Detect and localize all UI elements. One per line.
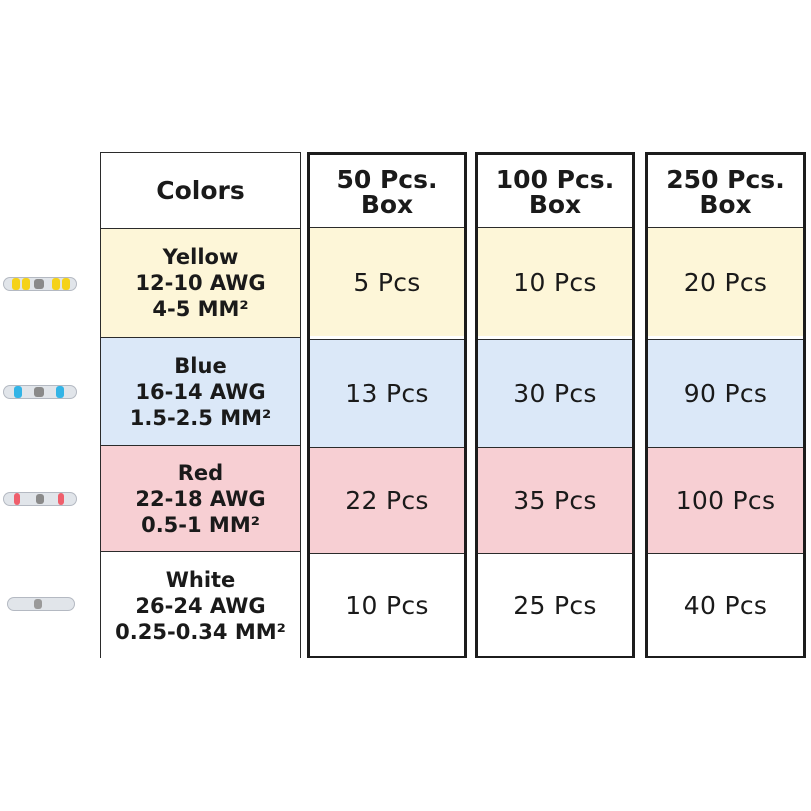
quantity: 5 Pcs [353, 267, 421, 297]
qty-cell: 100 Pcs [648, 447, 803, 553]
connector-band [14, 493, 20, 505]
box-header-cell: 50 Pcs. Box [310, 155, 464, 229]
color-name: Blue [174, 353, 227, 378]
color-name: Yellow [162, 245, 239, 269]
red-connector-icon [0, 491, 80, 507]
quantity: 40 Pcs [683, 590, 768, 620]
qty-cell: 40 Pcs [648, 553, 803, 656]
connector-solder [34, 599, 42, 609]
color-name: White [165, 567, 236, 592]
qty-cell: 10 Pcs [310, 553, 464, 656]
yellow-connector-icon [0, 276, 80, 292]
colors-column: Colors Yellow 12-10 AWG 4-5 MM² Blue 16-… [100, 152, 301, 659]
color-mm: 0.25-0.34 MM² [115, 619, 286, 644]
qty-cell: 35 Pcs [478, 447, 632, 553]
quantity: 100 Pcs [675, 486, 776, 515]
blue-connector-icon [0, 384, 80, 400]
colors-header: Colors [156, 176, 245, 205]
quantity: 10 Pcs [345, 590, 429, 620]
color-mm: 1.5-2.5 MM² [129, 405, 272, 430]
quantity: 22 Pcs [345, 486, 429, 515]
box-header-line2: Box [699, 190, 752, 219]
box-header-cell: 250 Pcs. Box [648, 155, 803, 229]
connector-band [14, 386, 22, 398]
qty-cell: 5 Pcs [310, 227, 464, 336]
box-header-cell: 100 Pcs. Box [478, 155, 632, 229]
qty-cell: 90 Pcs [648, 339, 803, 447]
color-cell-blue: Blue 16-14 AWG 1.5-2.5 MM² [101, 337, 300, 445]
quantity: 13 Pcs [345, 379, 429, 408]
box-column-250: 250 Pcs. Box 20 Pcs 90 Pcs 100 Pcs 40 Pc… [645, 152, 806, 658]
color-awg: 26-24 AWG [135, 593, 266, 618]
quantity: 35 Pcs [513, 486, 597, 515]
quantity: 30 Pcs [513, 379, 597, 408]
color-mm: 0.5-1 MM² [141, 512, 260, 537]
color-cell-red: Red 22-18 AWG 0.5-1 MM² [101, 445, 300, 551]
box-header-line2: Box [528, 190, 582, 219]
quantity: 25 Pcs [513, 590, 597, 620]
qty-cell: 30 Pcs [478, 339, 632, 447]
qty-cell: 10 Pcs [478, 227, 632, 336]
quantity: 10 Pcs [513, 267, 597, 297]
qty-cell: 20 Pcs [648, 227, 803, 336]
box-column-50: 50 Pcs. Box 5 Pcs 13 Pcs 22 Pcs 10 Pcs [307, 152, 467, 658]
connector-band [58, 493, 64, 505]
color-awg: 12-10 AWG [135, 271, 266, 295]
connector-solder [34, 279, 44, 289]
box-header-line1: 100 Pcs. [495, 165, 615, 194]
color-awg: 16-14 AWG [135, 379, 266, 404]
qty-cell: 22 Pcs [310, 447, 464, 553]
box-header-line1: 50 Pcs. [336, 165, 438, 194]
connector-band [56, 386, 64, 398]
white-connector-icon [4, 596, 84, 612]
qty-cell: 13 Pcs [310, 339, 464, 447]
colors-header-cell: Colors [101, 153, 300, 228]
quantity: 90 Pcs [683, 379, 768, 408]
qty-cell: 25 Pcs [478, 553, 632, 656]
connector-band [12, 278, 20, 290]
color-cell-white: White 26-24 AWG 0.25-0.34 MM² [101, 551, 300, 659]
connector-band [52, 278, 60, 290]
quantity: 20 Pcs [683, 267, 768, 297]
color-awg: 22-18 AWG [135, 486, 266, 511]
connector-band [22, 278, 30, 290]
box-column-100: 100 Pcs. Box 10 Pcs 30 Pcs 35 Pcs 25 Pcs [475, 152, 635, 658]
color-name: Red [177, 460, 224, 485]
color-cell-yellow: Yellow 12-10 AWG 4-5 MM² [101, 228, 300, 337]
box-header-line1: 250 Pcs. [666, 165, 785, 194]
box-header-line2: Box [360, 190, 414, 219]
connector-solder [34, 387, 44, 397]
connector-solder [36, 494, 44, 504]
color-mm: 4-5 MM² [152, 297, 249, 321]
connector-band [62, 278, 70, 290]
